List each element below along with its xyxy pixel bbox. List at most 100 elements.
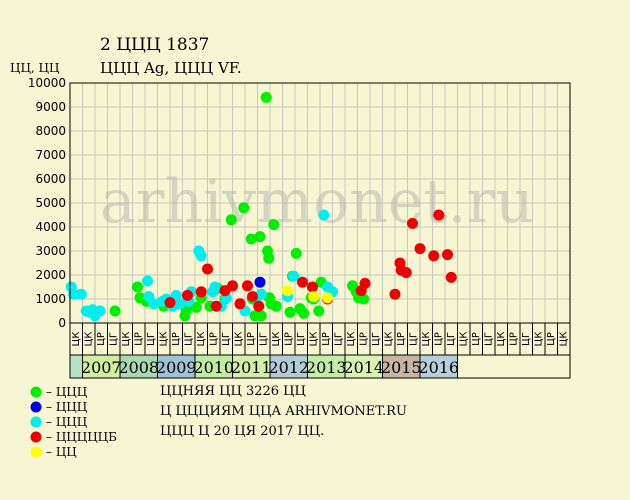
data-point (358, 293, 370, 305)
y-tick-label: 9000 (35, 100, 66, 114)
quarter-label: ЦК (121, 332, 132, 347)
year-label: 2007 (81, 358, 122, 377)
y-tick-label: 1000 (35, 292, 66, 306)
legend-label: – ЦЦЦ (46, 385, 88, 399)
legend-marker (30, 431, 42, 443)
data-point (94, 305, 106, 317)
footer-total: ЦЦНЯЯ ЦЦ 3226 ЦЦ (160, 384, 306, 399)
quarter-label: ЦР (433, 332, 444, 346)
quarter-label: ЦГ (408, 332, 419, 346)
data-point (297, 276, 308, 288)
data-point (255, 288, 267, 300)
chart-subtitle: ЦЦЦ Ag, ЦЦЦ VF. (100, 59, 242, 77)
data-point (132, 281, 143, 293)
quarter-label: ЦГ (483, 332, 494, 346)
legend-marker (30, 446, 42, 458)
data-point (260, 91, 272, 103)
legend: – ЦЦЦ– ЦЦЦ– ЦЦЦ– ЦЦЦЦЦБ– ЦЦ (30, 385, 117, 459)
data-point (290, 247, 302, 259)
data-point (282, 285, 293, 297)
data-point (308, 291, 320, 303)
quarter-label: ЦК (308, 332, 319, 347)
data-point (322, 292, 333, 304)
quarter-label: ЦР (321, 332, 332, 346)
y-tick-label: 3000 (35, 244, 66, 258)
y-tick-label: 6000 (35, 172, 66, 186)
data-point (254, 276, 266, 288)
data-point (284, 306, 296, 318)
year-label: 2012 (268, 358, 309, 377)
data-point (313, 305, 325, 317)
data-point (253, 300, 265, 312)
data-point (242, 280, 253, 292)
quarter-label: ЦР (283, 332, 294, 346)
quarter-label: ЦГ (296, 332, 307, 346)
y-tick-label: 10000 (28, 76, 66, 90)
y-tick-label: 2000 (35, 268, 66, 282)
data-point (209, 281, 221, 293)
data-point (245, 233, 257, 245)
quarter-label: ЦР (396, 332, 407, 346)
data-point (307, 281, 318, 293)
year-label: 2015 (381, 358, 422, 377)
data-point (318, 209, 330, 221)
quarter-label: ЦК (458, 332, 469, 347)
chart-title: 2 ЦЦЦ 1837 (100, 35, 209, 55)
quarter-label: ЦК (346, 332, 357, 347)
year-label: 2013 (306, 358, 347, 377)
data-point (238, 202, 250, 214)
data-point (263, 252, 275, 264)
quarter-label: ЦК (158, 332, 169, 347)
data-point (170, 289, 182, 301)
year-label: 2010 (193, 358, 234, 377)
data-point (227, 280, 238, 292)
legend-marker (30, 386, 42, 398)
quarter-label: ЦР (508, 332, 519, 346)
quarter-label: ЦГ (221, 332, 232, 346)
year-label: 2016 (418, 358, 459, 377)
data-point (182, 289, 193, 301)
quarter-label: ЦГ (108, 332, 119, 346)
data-point (298, 307, 310, 319)
data-point (195, 286, 207, 298)
quarter-label: ЦК (71, 332, 82, 347)
data-point (288, 270, 300, 282)
footer-date: ЦЦЦ Ц 20 ЦЯ 2017 ЦЦ. (160, 424, 324, 439)
y-tick-label: 4000 (35, 220, 66, 234)
data-point (210, 300, 222, 312)
data-points (65, 91, 457, 322)
data-point (389, 288, 401, 300)
data-point (270, 300, 282, 312)
quarter-label: ЦГ (333, 332, 344, 346)
quarter-label: ЦГ (258, 332, 269, 346)
y-axis-unit: ЦЦ, ЦЦ (10, 61, 60, 75)
quarter-label: ЦР (546, 332, 557, 346)
year-label: 2014 (343, 358, 384, 377)
y-axis-ticks: 0 1000 2000 3000 4000 5000 6000 7000 8000 9000 100… (28, 76, 66, 330)
quarter-label: ЦР (208, 332, 219, 346)
data-point (202, 263, 213, 275)
quarter-label: ЦК (383, 332, 394, 347)
legend-label: – ЦЦ (46, 445, 77, 459)
data-point (247, 291, 258, 303)
legend-marker (30, 401, 42, 413)
quarter-label: ЦР (133, 332, 144, 346)
data-point (268, 219, 280, 231)
year-band-empty (457, 354, 571, 379)
y-tick-label: 5000 (35, 196, 66, 210)
data-point (255, 310, 267, 322)
data-point (442, 249, 453, 261)
data-point (254, 231, 266, 243)
data-point (75, 288, 87, 300)
quarter-label: ЦР (471, 332, 482, 346)
data-point (174, 298, 186, 310)
data-point (445, 271, 457, 283)
year-label: 2008 (118, 358, 159, 377)
quarter-label: ЦР (96, 332, 107, 346)
data-point (195, 250, 207, 262)
data-point (164, 297, 176, 309)
quarter-label-row: ЦК ЦК ЦР ЦГ ЦК ЦР ЦГ ЦК ЦР ЦГ ЦК ЦР ЦГ ЦК ЦР ЦГ ЦК ЦР ЦГ ЦК… (69, 322, 571, 356)
year-label: 2011 (231, 358, 272, 377)
